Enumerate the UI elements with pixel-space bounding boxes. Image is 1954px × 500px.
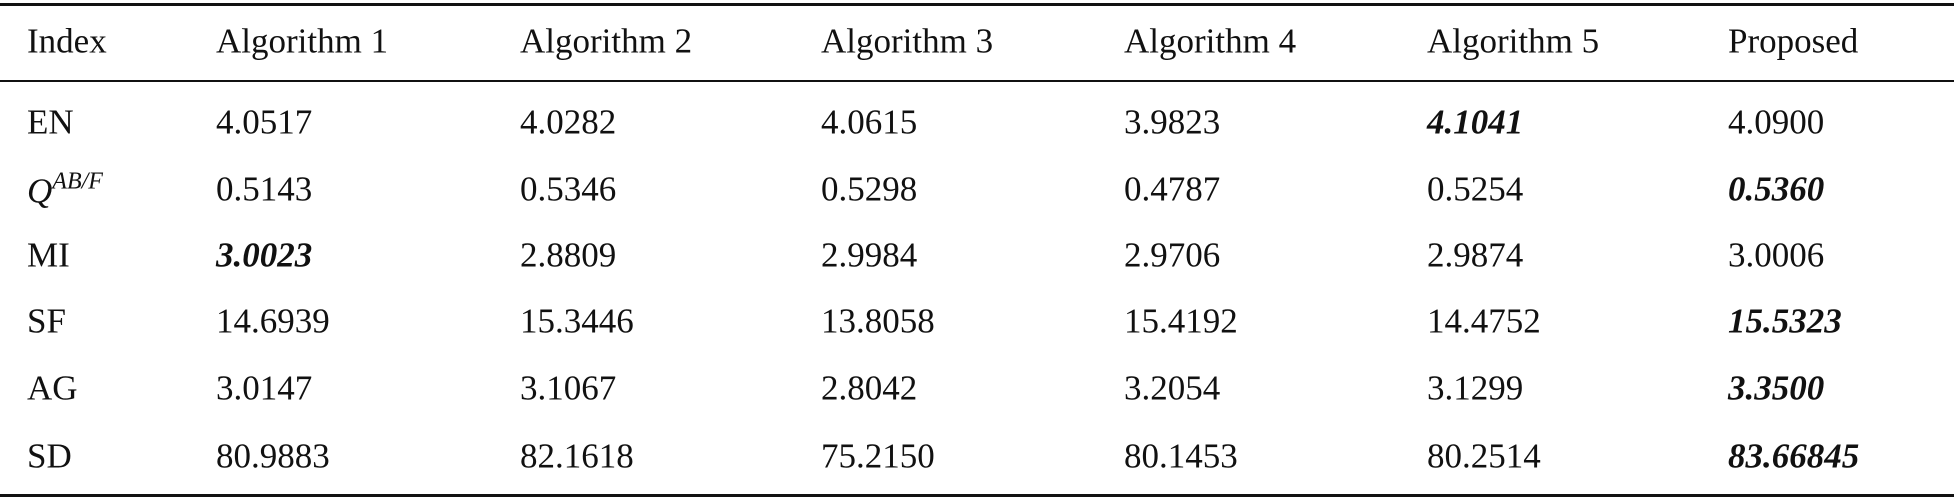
header-cell: Algorithm 5 (1427, 21, 1600, 61)
value-cell: 75.2150 (821, 436, 935, 476)
value-cell: 4.1041 (1427, 102, 1524, 142)
header-cell: Algorithm 2 (520, 21, 693, 61)
value-cell: 0.5298 (821, 169, 918, 209)
value-cell: 15.3446 (520, 301, 634, 341)
value-cell: 3.3500 (1728, 368, 1825, 408)
label-superscript: AB/F (52, 168, 103, 195)
value-cell: 4.0615 (821, 102, 918, 142)
row-label: SD (27, 436, 72, 476)
value-cell: 3.1299 (1427, 368, 1524, 408)
value-cell: 14.6939 (216, 301, 330, 341)
value-cell: 0.5143 (216, 169, 313, 209)
value-cell: 4.0517 (216, 102, 313, 142)
row-label: EN (27, 102, 74, 142)
value-cell: 2.9984 (821, 235, 918, 275)
value-cell: 0.5254 (1427, 169, 1524, 209)
value-cell: 80.1453 (1124, 436, 1238, 476)
value-cell: 13.8058 (821, 301, 935, 341)
value-cell: 2.9706 (1124, 235, 1221, 275)
value-cell: 15.4192 (1124, 301, 1238, 341)
value-cell: 3.0006 (1728, 235, 1825, 275)
value-cell: 2.9874 (1427, 235, 1524, 275)
header-rule (0, 80, 1954, 82)
row-label: MI (27, 235, 70, 275)
row-label: AG (27, 368, 78, 408)
value-cell: 4.0282 (520, 102, 617, 142)
value-cell: 2.8042 (821, 368, 918, 408)
header-cell: Algorithm 1 (216, 21, 389, 61)
value-cell: 3.9823 (1124, 102, 1221, 142)
value-cell: 0.5346 (520, 169, 617, 209)
value-cell: 80.2514 (1427, 436, 1541, 476)
row-label: SF (27, 301, 66, 341)
value-cell: 0.5360 (1728, 169, 1825, 209)
value-cell: 2.8809 (520, 235, 617, 275)
value-cell: 82.1618 (520, 436, 634, 476)
header-cell: Algorithm 3 (821, 21, 994, 61)
bottom-rule (0, 494, 1954, 497)
header-cell: Algorithm 4 (1124, 21, 1297, 61)
value-cell: 3.2054 (1124, 368, 1221, 408)
value-cell: 0.4787 (1124, 169, 1221, 209)
value-cell: 3.1067 (520, 368, 617, 408)
header-cell: Proposed (1728, 21, 1859, 61)
value-cell: 14.4752 (1427, 301, 1541, 341)
value-cell: 15.5323 (1728, 301, 1842, 341)
label-base: Q (27, 171, 53, 211)
header-cell: Index (27, 21, 107, 61)
value-cell: 4.0900 (1728, 102, 1825, 142)
value-cell: 83.66845 (1728, 436, 1860, 476)
value-cell: 3.0023 (216, 235, 313, 275)
value-cell: 3.0147 (216, 368, 313, 408)
top-rule (0, 3, 1954, 6)
row-label: QAB/F (27, 170, 103, 209)
value-cell: 80.9883 (216, 436, 330, 476)
